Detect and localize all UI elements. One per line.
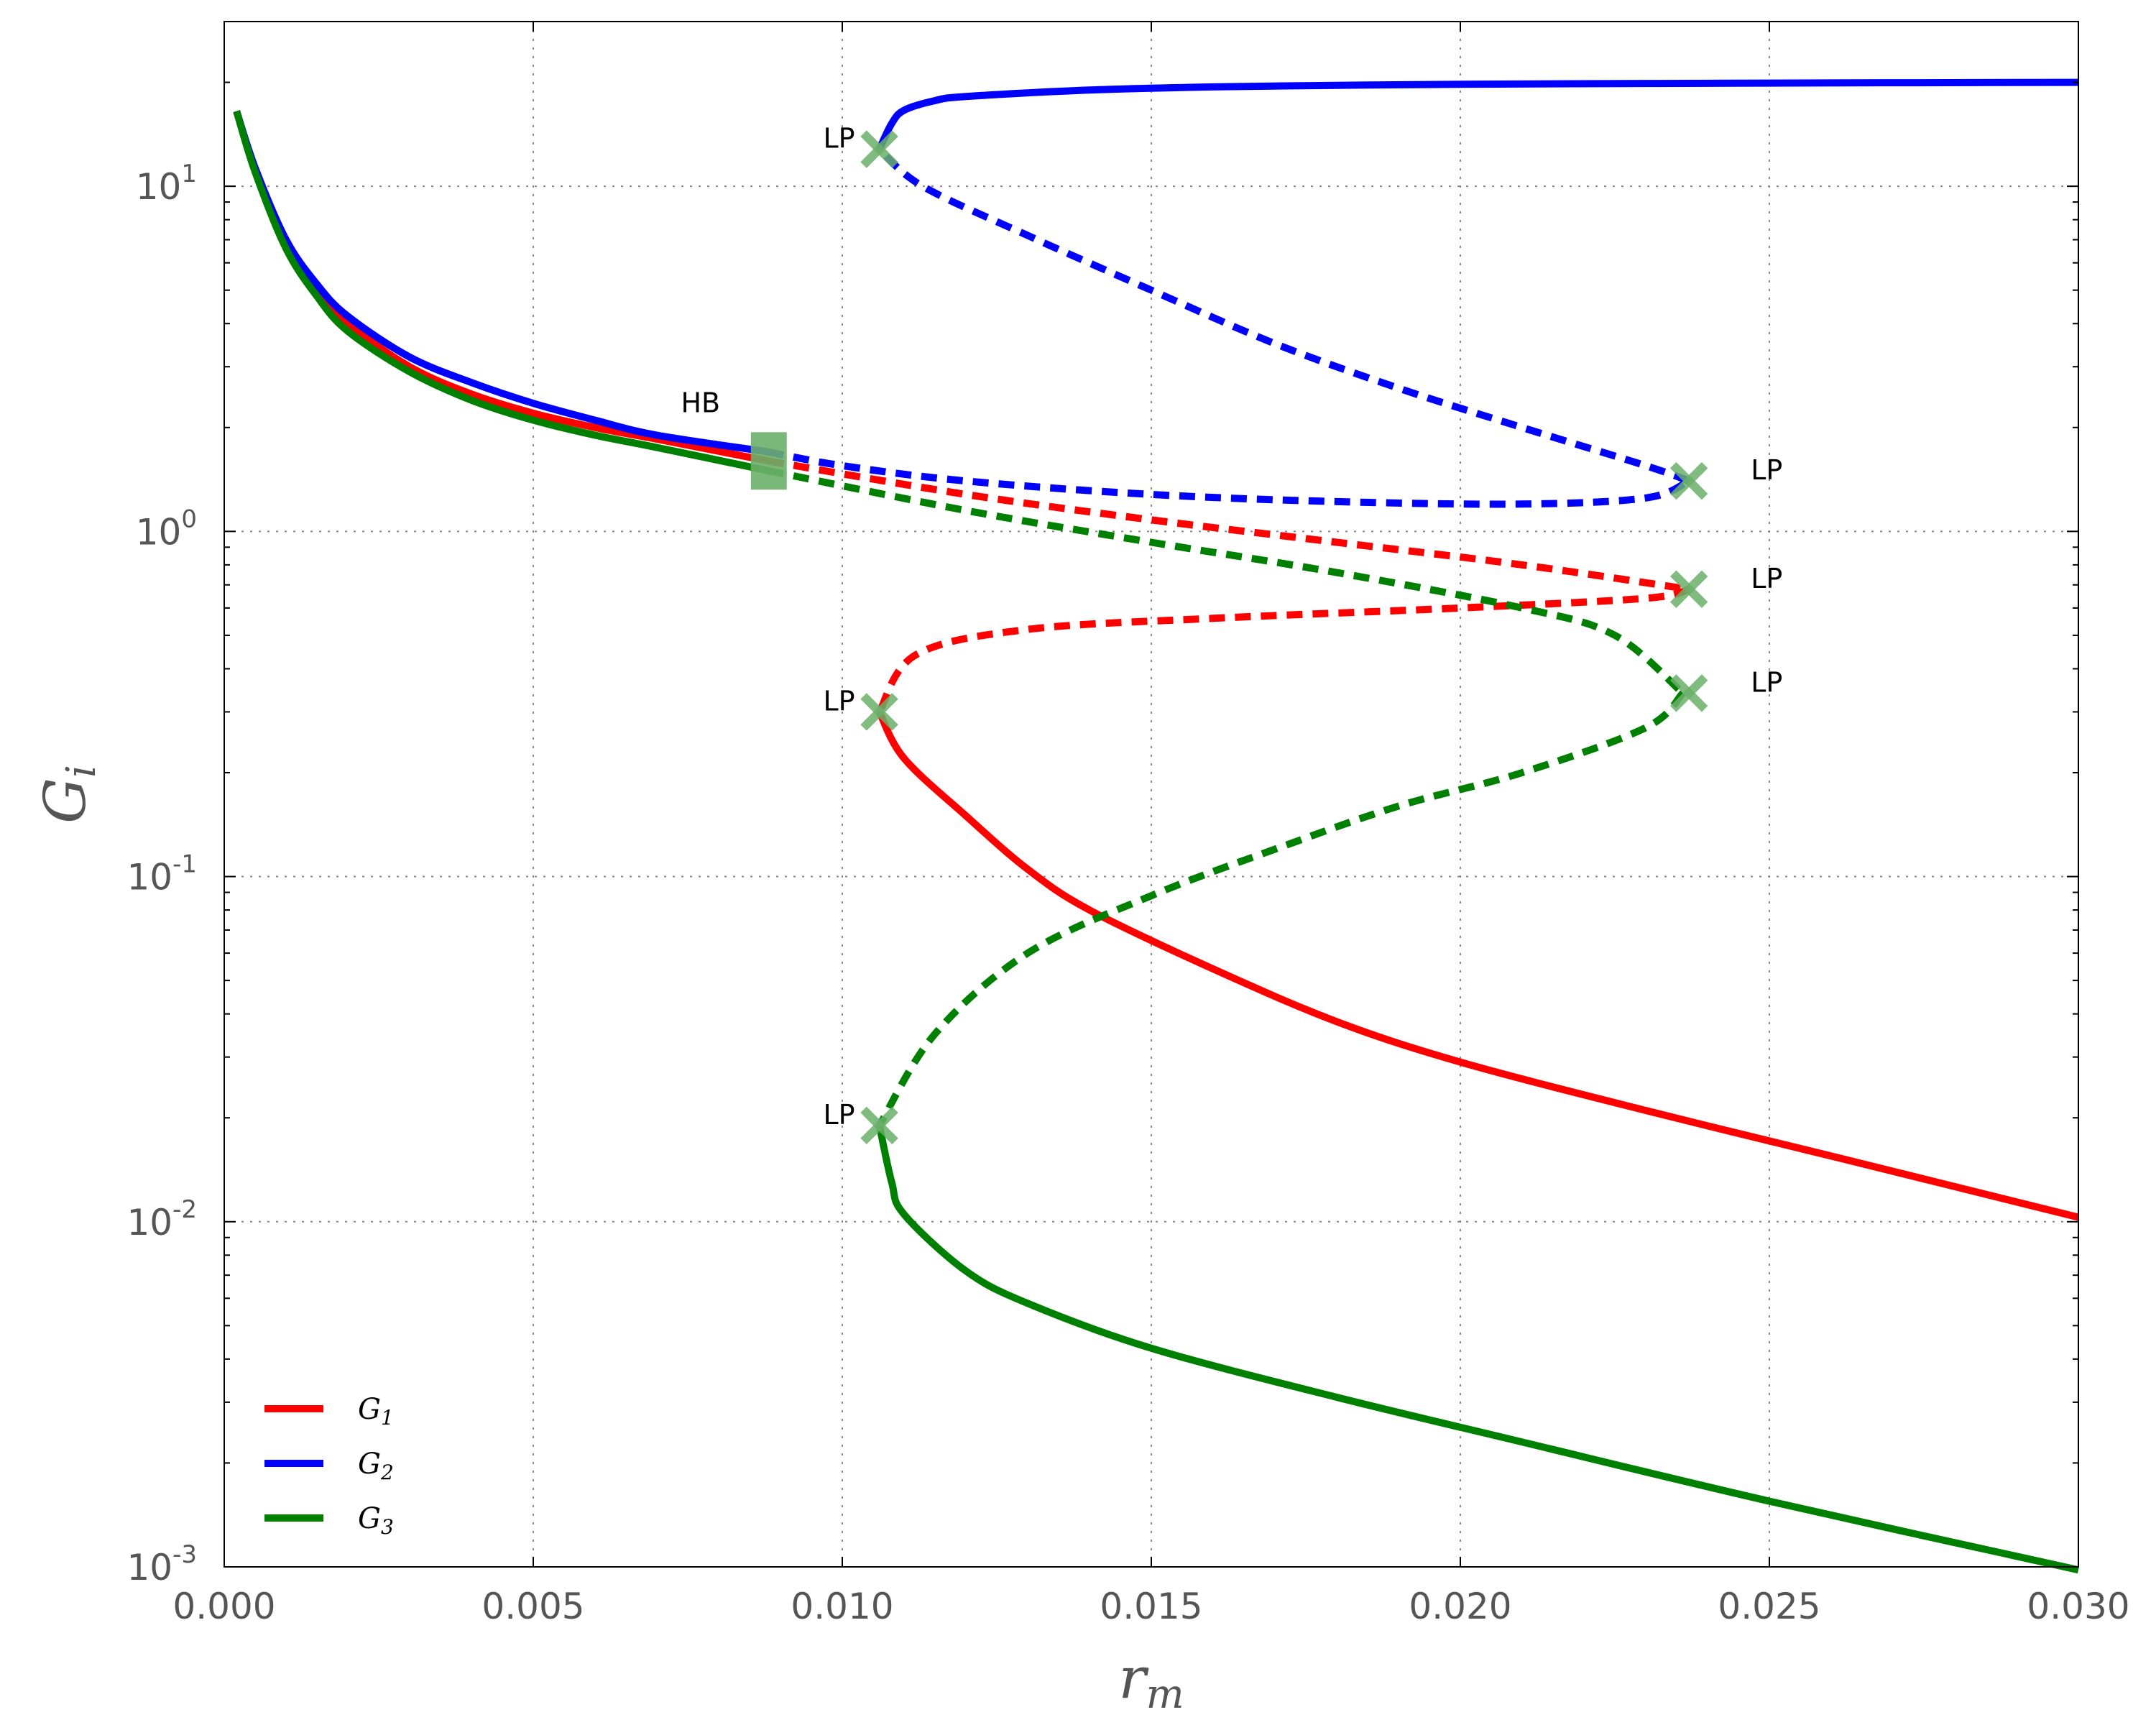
x-axis-label: rm [1118, 1644, 1184, 1718]
lp-point-marker [1669, 674, 1708, 712]
y-tick-label: 10-2 [126, 1195, 197, 1243]
series-line-G3-dashed [876, 690, 1686, 1128]
lp-point-marker [860, 130, 898, 168]
x-tick-label: 0.020 [1409, 1586, 1511, 1627]
x-axis-label-sub: m [1146, 1671, 1184, 1718]
grid-lines [224, 22, 2078, 1567]
hb-point-label: HB [681, 387, 720, 418]
series-line-G1-dashed [876, 585, 1690, 714]
legend-label-G3: G3 [358, 1502, 394, 1539]
y-tick-label: 10-1 [126, 850, 197, 898]
x-tick-label: 0.015 [1100, 1586, 1202, 1627]
lp-point-marker [1669, 461, 1708, 500]
y-axis-label: Gi [32, 765, 105, 824]
plot-frame [224, 21, 2079, 1568]
series-line-G3-solid [875, 1124, 2080, 1574]
lp-point-marker [860, 1106, 898, 1145]
x-axis-label-main: r [1118, 1644, 1149, 1711]
series-G3 [233, 110, 2080, 1574]
legend: G1 G2 G3 [264, 1393, 394, 1539]
lp-point-marker [860, 693, 898, 731]
lp-point-label: LP [1751, 666, 1782, 698]
series-lines [233, 78, 2080, 1574]
lp-point-label: LP [824, 123, 855, 155]
lp-point-label: LP [824, 685, 855, 717]
series-line-G1-solid [876, 710, 2080, 1221]
axis-ticks: 0.000 0.005 0.010 0.015 0.020 0.025 0.030 101 10… [126, 22, 2130, 1627]
series-line-G2-solid [876, 78, 2079, 151]
series-G1 [233, 110, 2080, 1221]
y-tick-label: 10-3 [126, 1540, 197, 1588]
series-line-G2-dashed [877, 146, 1690, 484]
series-line-G3-dashed [767, 466, 1685, 696]
y-tick-label: 100 [136, 505, 197, 553]
x-tick-label: 0.005 [482, 1586, 584, 1627]
series-line-G2-dashed [767, 448, 1691, 508]
series-G2 [233, 78, 2079, 508]
y-axis-label-sub: i [58, 765, 105, 778]
legend-label-G2: G2 [358, 1448, 394, 1484]
x-tick-label: 0.010 [791, 1586, 893, 1627]
x-tick-label: 0.025 [1718, 1586, 1820, 1627]
x-tick-label: 0.000 [172, 1586, 275, 1627]
special-points: HB LP LP LP LP LP LP [681, 123, 1782, 1145]
hb-point-marker [750, 432, 787, 490]
series-line-G3-solid [233, 110, 769, 474]
legend-label-G1: G1 [358, 1393, 394, 1430]
lp-point-label: LP [824, 1099, 855, 1131]
series-line-G1-dashed [767, 457, 1690, 593]
x-tick-label: 0.030 [2027, 1586, 2129, 1627]
y-tick-label: 101 [136, 160, 197, 208]
lp-point-label: LP [1751, 454, 1782, 486]
y-axis-label-main: G [32, 778, 98, 824]
lp-point-marker [1669, 570, 1708, 609]
lp-point-label: LP [1751, 563, 1782, 594]
